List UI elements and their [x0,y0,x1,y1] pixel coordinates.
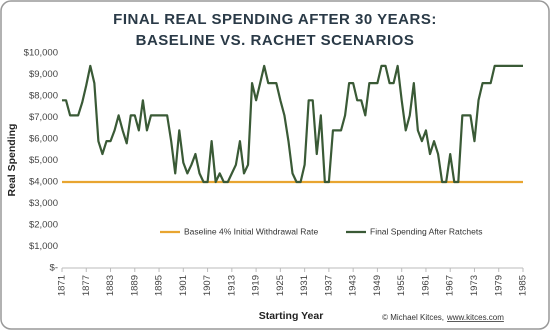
chart-title: FINAL REAL SPENDING AFTER 30 YEARS: [113,11,437,28]
x-tick-label: 1979 [493,275,504,296]
x-tick-label: 1913 [226,275,237,296]
y-tick-label: $3,000 [29,198,58,209]
x-tick-label: 1967 [445,275,456,296]
x-tick-label: 1937 [323,275,334,296]
chart-title: BASELINE VS. RACHET SCENARIOS [136,32,415,49]
x-tick-label: 1925 [275,275,286,296]
x-tick-label: 1949 [372,275,383,296]
x-tick-label: 1943 [348,275,359,296]
x-tick-label: 1955 [396,275,407,296]
y-tick-label: $10,000 [24,48,58,59]
x-tick-label: 1877 [81,275,92,296]
x-tick-label: 1889 [129,275,140,296]
x-tick-label: 1973 [469,275,480,296]
x-tick-label: 1901 [178,275,189,296]
legend-label: Final Spending After Ratchets [370,226,482,236]
y-tick-label: $8,000 [29,91,58,102]
y-tick-label: $9,000 [29,69,58,80]
y-tick-label: $2,000 [29,220,58,231]
credit: © Michael Kitces, [382,313,444,322]
x-tick-label: 1871 [57,275,68,296]
y-tick-label: $5,000 [29,155,58,166]
x-tick-label: 1961 [420,275,431,296]
x-tick-label: 1931 [299,275,310,296]
y-tick-label: $4,000 [29,177,58,188]
credit-link[interactable]: www.kitces.com [446,313,504,322]
x-tick-label: 1895 [154,275,165,296]
legend-label: Baseline 4% Initial Withdrawal Rate [184,226,318,236]
x-tick-label: 1985 [518,275,529,296]
y-tick-label: $6,000 [29,134,58,145]
line-series [62,64,523,184]
y-tick-label: $1,000 [29,241,58,252]
y-tick-label: $- [50,263,58,274]
y-tick-label: $7,000 [29,112,58,123]
x-tick-label: 1883 [105,275,116,296]
x-tick-label: 1919 [251,275,262,296]
y-axis-label: Real Spending [6,124,18,197]
x-tick-label: 1907 [202,275,213,296]
x-axis-label: Starting Year [259,310,324,322]
